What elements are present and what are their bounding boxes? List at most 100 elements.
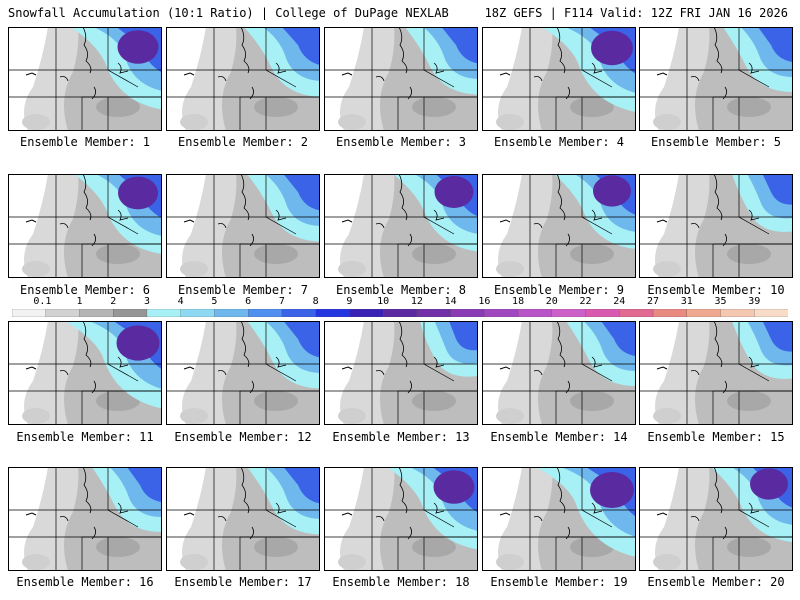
ensemble-panel-8 bbox=[324, 174, 478, 278]
ensemble-member-label: Ensemble Member: 4 bbox=[493, 135, 625, 149]
header-valid-time: 18Z GEFS | F114 Valid: 12Z FRI JAN 16 20… bbox=[484, 6, 788, 20]
colorbar-tick-labels: 0.1 1 2 3 4 5 6 7 8 9 10 12 14 16 18 20 22 24 27 31 35 39 bbox=[12, 296, 788, 310]
colorbar-tick-label: 10 bbox=[377, 296, 390, 307]
ensemble-member-label: Ensemble Member: 6 bbox=[19, 283, 151, 297]
ensemble-member-label: Ensemble Member: 15 bbox=[647, 430, 785, 444]
ensemble-member-label: Ensemble Member: 7 bbox=[177, 283, 309, 297]
colorbar-segment bbox=[551, 309, 587, 317]
colorbar-segment bbox=[281, 309, 317, 317]
snowfall-map-5 bbox=[639, 27, 793, 131]
colorbar-tick-label: 0.1 bbox=[33, 296, 52, 307]
snowfall-map-13 bbox=[324, 321, 478, 425]
colorbar-tick-label: 22 bbox=[579, 296, 592, 307]
ensemble-member-label: Ensemble Member: 20 bbox=[647, 575, 785, 589]
snowfall-map-14 bbox=[482, 321, 636, 425]
ensemble-panel-4 bbox=[482, 27, 636, 131]
ensemble-panel-2 bbox=[166, 27, 320, 131]
colorbar-segment bbox=[79, 309, 114, 317]
colorbar-tick-label: 16 bbox=[478, 296, 491, 307]
ensemble-panel-9 bbox=[482, 174, 636, 278]
snowfall-map-10 bbox=[639, 174, 793, 278]
snowfall-map-1 bbox=[8, 27, 162, 131]
snowfall-map-2 bbox=[166, 27, 320, 131]
ensemble-panel-7 bbox=[166, 174, 320, 278]
colorbar-tick-label: 6 bbox=[245, 296, 252, 307]
ensemble-panel-3 bbox=[324, 27, 478, 131]
colorbar-segment bbox=[315, 309, 351, 317]
ensemble-panel-20 bbox=[639, 467, 793, 571]
colorbar-segment bbox=[146, 309, 182, 317]
colorbar-segment bbox=[12, 309, 47, 317]
colorbar-segment bbox=[619, 309, 654, 317]
colorbar-segment bbox=[450, 309, 485, 317]
snowfall-map-8 bbox=[324, 174, 478, 278]
colorbar-tick-label: 3 bbox=[143, 296, 150, 307]
colorbar-segment bbox=[754, 309, 788, 317]
ensemble-panel-15 bbox=[639, 321, 793, 425]
colorbar-segment bbox=[652, 309, 688, 317]
colorbar-tick-label: 39 bbox=[748, 296, 761, 307]
colorbar-tick-label: 35 bbox=[714, 296, 727, 307]
snowfall-map-7 bbox=[166, 174, 320, 278]
ensemble-member-label: Ensemble Member: 13 bbox=[332, 430, 470, 444]
snowfall-map-18 bbox=[324, 467, 478, 571]
colorbar-tick-label: 31 bbox=[680, 296, 693, 307]
colorbar bbox=[12, 309, 788, 317]
colorbar-segment bbox=[248, 309, 283, 317]
snowfall-map-6 bbox=[8, 174, 162, 278]
ensemble-member-label: Ensemble Member: 12 bbox=[174, 430, 312, 444]
colorbar-segment bbox=[214, 309, 249, 317]
colorbar-segment bbox=[45, 309, 81, 317]
colorbar-segment bbox=[686, 309, 722, 317]
colorbar-tick-label: 18 bbox=[512, 296, 525, 307]
ensemble-panel-16 bbox=[8, 467, 162, 571]
ensemble-panel-19 bbox=[482, 467, 636, 571]
ensemble-panel-13 bbox=[324, 321, 478, 425]
ensemble-panel-1 bbox=[8, 27, 162, 131]
snowfall-map-4 bbox=[482, 27, 636, 131]
colorbar-segment bbox=[113, 309, 148, 317]
ensemble-member-label: Ensemble Member: 3 bbox=[335, 135, 467, 149]
ensemble-panel-6 bbox=[8, 174, 162, 278]
snowfall-map-11 bbox=[8, 321, 162, 425]
colorbar-segment bbox=[720, 309, 755, 317]
snowfall-map-3 bbox=[324, 27, 478, 131]
ensemble-member-label: Ensemble Member: 18 bbox=[332, 575, 470, 589]
header-title: Snowfall Accumulation (10:1 Ratio) | Col… bbox=[8, 6, 449, 20]
snowfall-map-15 bbox=[639, 321, 793, 425]
ensemble-member-label: Ensemble Member: 16 bbox=[16, 575, 154, 589]
snowfall-map-12 bbox=[166, 321, 320, 425]
snowfall-map-17 bbox=[166, 467, 320, 571]
ensemble-panel-10 bbox=[639, 174, 793, 278]
ensemble-member-label: Ensemble Member: 11 bbox=[16, 430, 154, 444]
colorbar-tick-label: 12 bbox=[410, 296, 423, 307]
ensemble-member-label: Ensemble Member: 9 bbox=[493, 283, 625, 297]
ensemble-member-label: Ensemble Member: 5 bbox=[650, 135, 782, 149]
ensemble-member-label: Ensemble Member: 19 bbox=[490, 575, 628, 589]
snowfall-map-20 bbox=[639, 467, 793, 571]
ensemble-member-label: Ensemble Member: 8 bbox=[335, 283, 467, 297]
colorbar-segment bbox=[484, 309, 519, 317]
ensemble-panel-12 bbox=[166, 321, 320, 425]
colorbar-segment bbox=[349, 309, 384, 317]
colorbar-tick-label: 1 bbox=[76, 296, 83, 307]
colorbar-tick-label: 24 bbox=[613, 296, 626, 307]
colorbar-segment bbox=[382, 309, 418, 317]
colorbar-segment bbox=[416, 309, 452, 317]
ensemble-panel-18 bbox=[324, 467, 478, 571]
colorbar-tick-label: 27 bbox=[647, 296, 660, 307]
colorbar-tick-label: 7 bbox=[278, 296, 285, 307]
snowfall-map-19 bbox=[482, 467, 636, 571]
ensemble-member-label: Ensemble Member: 14 bbox=[490, 430, 628, 444]
colorbar-tick-label: 5 bbox=[211, 296, 218, 307]
colorbar-tick-label: 9 bbox=[346, 296, 353, 307]
ensemble-panel-5 bbox=[639, 27, 793, 131]
colorbar-segment bbox=[517, 309, 553, 317]
ensemble-member-label: Ensemble Member: 2 bbox=[177, 135, 309, 149]
colorbar-segment bbox=[585, 309, 620, 317]
colorbar-tick-label: 20 bbox=[545, 296, 558, 307]
ensemble-member-label: Ensemble Member: 10 bbox=[647, 283, 785, 297]
colorbar-tick-label: 14 bbox=[444, 296, 457, 307]
ensemble-panel-11 bbox=[8, 321, 162, 425]
snowfall-map-9 bbox=[482, 174, 636, 278]
